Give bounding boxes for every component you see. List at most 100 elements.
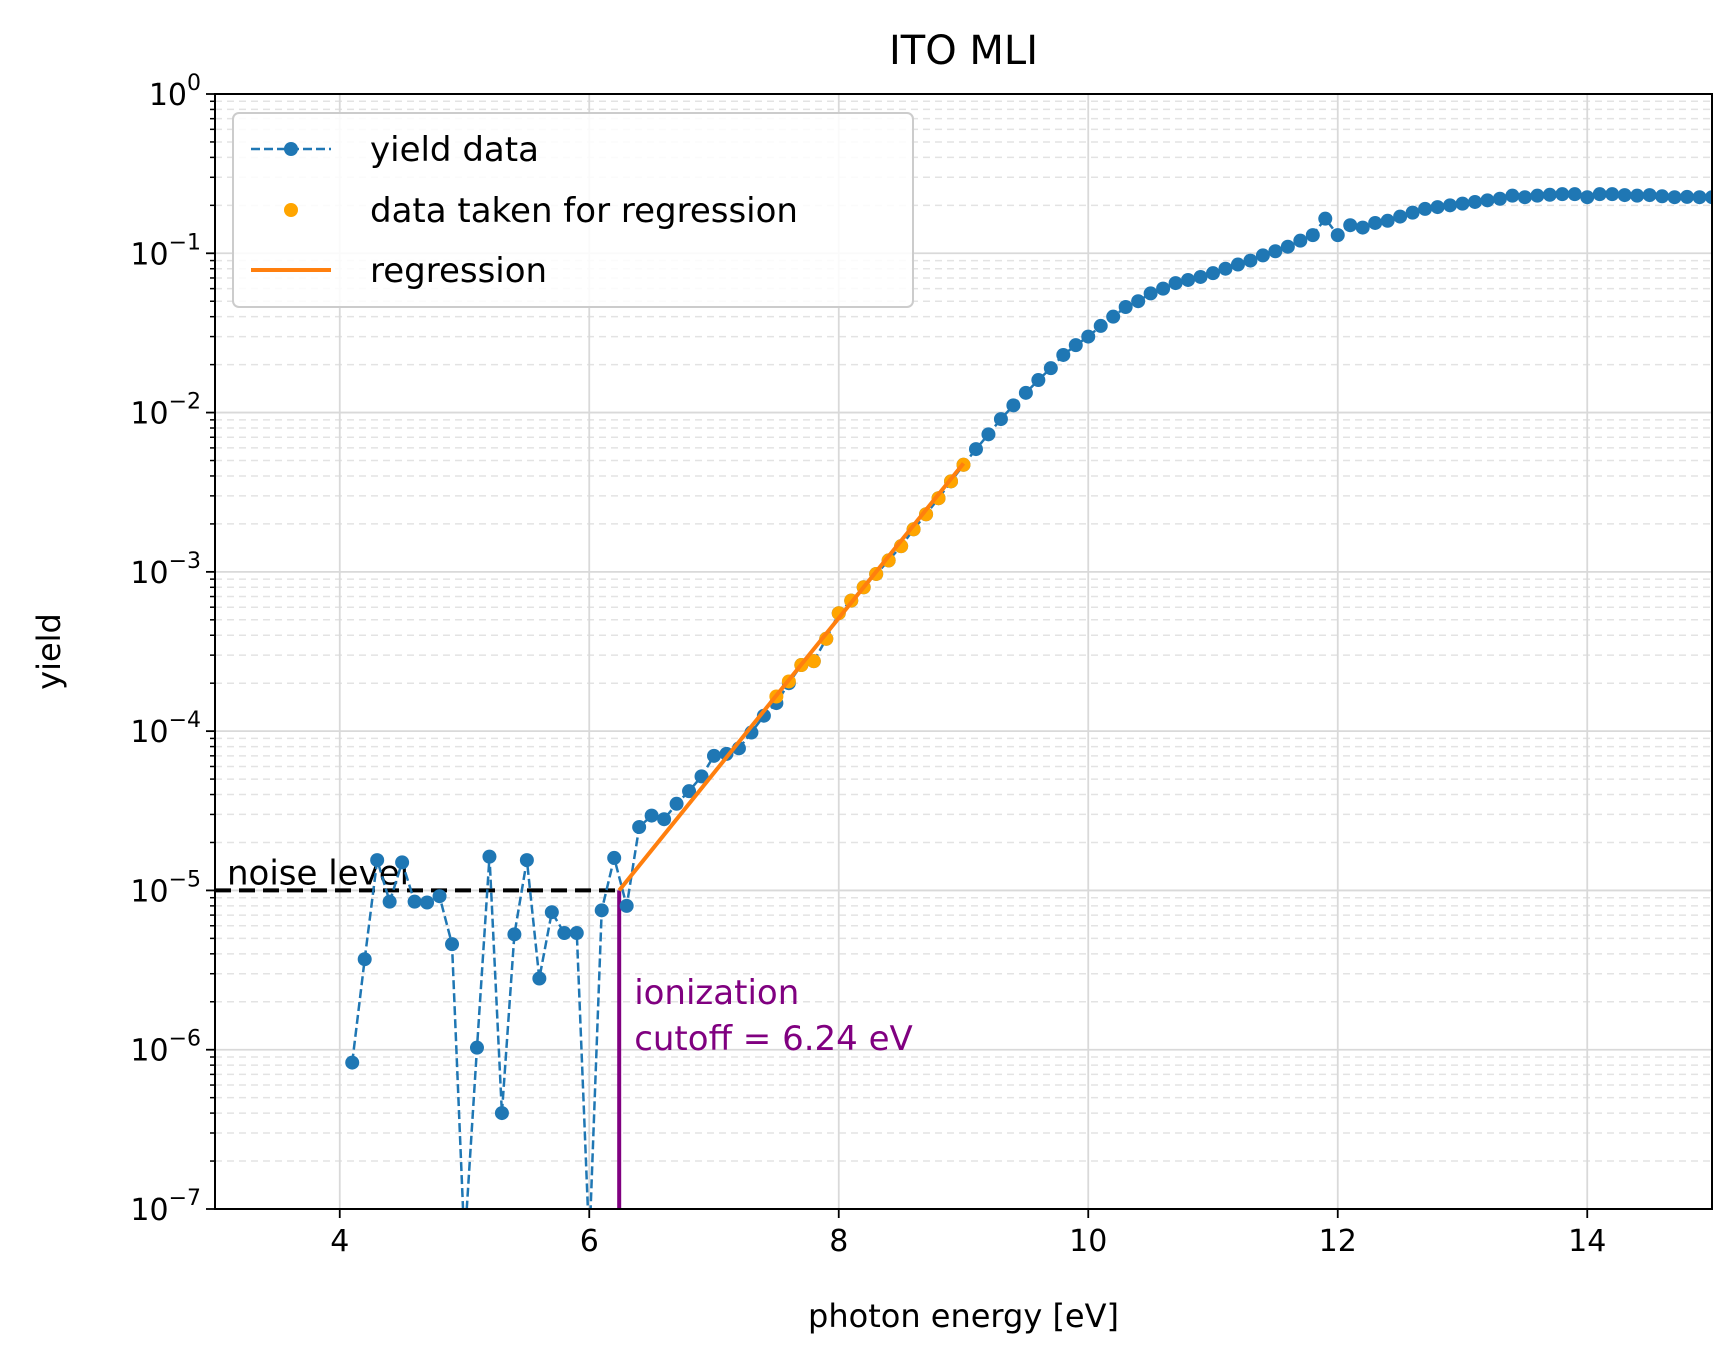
yield-data-point [557,926,572,941]
yield-data-point [1143,286,1158,301]
yield-data-point [395,855,410,870]
legend-box [232,112,914,308]
yield-data-point [494,1106,509,1121]
yield-data-point [1131,294,1146,309]
yield-data-point [1492,191,1507,206]
yield-data-point [1692,190,1707,205]
plot-frame [214,93,1713,1210]
yield-data-point [1530,188,1545,203]
yield-data-point [1555,187,1570,202]
yield-data-point [1068,338,1083,353]
chart-title: ITO MLI [889,28,1038,74]
yield-data-point [1118,300,1133,315]
yield-data-point [1230,257,1245,272]
yield-data-point [1218,261,1233,276]
yield-data-point [407,894,422,909]
yield-data-point [619,898,634,913]
yield-data-point [1093,318,1108,333]
yield-data-point [968,442,983,457]
yield-data-point [1667,190,1682,205]
yield-data-point [432,889,447,904]
yield-data-point [1056,347,1071,362]
x-axis-label: photon energy [eV] [808,1297,1119,1335]
yield-data-point [1181,272,1196,287]
series-group [345,187,1712,1209]
regression-data-point [919,507,934,522]
yield-data-point [420,895,435,910]
legend-label-yield-data: yield data [370,130,539,170]
yield-data-point [1031,373,1046,388]
legend: yield data data taken for regression regre… [232,112,914,308]
yield-data-point [482,849,497,864]
yield-data-point [1106,309,1121,324]
grid [215,94,1712,1209]
y-tick-exponent: −6 [169,1027,201,1052]
legend-label-data-taken: data taken for regression [370,191,798,231]
x-tick-label: 12 [1319,1224,1357,1259]
yield-data-point [532,971,547,986]
yield-data-point [1517,190,1532,205]
yield-data-point [657,812,672,827]
yield-data-point [1081,329,1096,344]
yield-data-point [1705,190,1712,205]
cutoff-label-line1: ionization [634,973,799,1013]
yield-data-point [1305,228,1320,243]
regression-data-point [906,522,921,537]
yield-data-point [1018,385,1033,400]
yield-data-point [1630,188,1645,203]
yield-data-point [1605,187,1620,202]
regression-data-point [806,654,821,669]
yield-data-point [544,905,559,920]
yield-data-point [1355,220,1370,235]
yield-data-point [1418,201,1433,216]
x-tick-label: 14 [1568,1224,1606,1259]
x-tick-label: 8 [829,1224,848,1259]
yield-data-point [632,820,647,835]
x-tick-label: 4 [330,1224,349,1259]
legend-yield-marker-swatch [284,142,298,156]
yield-data-point [1505,188,1520,203]
yield-data-point [607,850,622,865]
yield-data-point [1330,228,1345,243]
yield-data-point [1168,276,1183,291]
yield-data-point [569,926,584,941]
yield-data-point [519,853,534,868]
yield-data-point [1443,198,1458,213]
yield-data-point [1043,361,1058,376]
yield-data-point [1405,205,1420,220]
yield-data-point [1680,189,1695,204]
yield-data-point [1368,215,1383,230]
yield-data-point [1455,196,1470,211]
y-tick-exponent: −2 [169,390,201,415]
yield-data-point [445,937,460,952]
yield-data-point [1542,187,1557,202]
yield-data-point [345,1055,360,1070]
yield-data-point [1393,209,1408,224]
yield-data-point [1268,244,1283,259]
y-tick-exponent: −1 [169,230,201,255]
y-tick-exponent: −5 [169,867,201,892]
yield-data-point [1280,239,1295,254]
yield-data-point [682,784,697,799]
yield-data-point [707,748,721,763]
yield-data-point [1617,188,1632,203]
y-tick-label: 100 [149,71,201,113]
yield-data-point [644,808,659,823]
cutoff-label-line2: cutoff = 6.24 eV [634,1019,913,1059]
yield-data-point [594,903,609,918]
legend-label-regression: regression [370,251,547,291]
yield-data-point [1343,218,1358,233]
yield-data-point [1193,269,1208,284]
y-tick-label: 10−4 [130,708,201,750]
yield-data-point [981,427,996,442]
yield-data-point [1318,211,1333,226]
yield-data-point [1206,266,1220,281]
yield-data-point [370,853,385,868]
regression-data-point [881,553,896,568]
yield-data-point [669,796,684,811]
yield-data-point [1380,213,1395,228]
yield-data-point [1655,189,1670,204]
y-tick-exponent: −3 [169,549,201,574]
